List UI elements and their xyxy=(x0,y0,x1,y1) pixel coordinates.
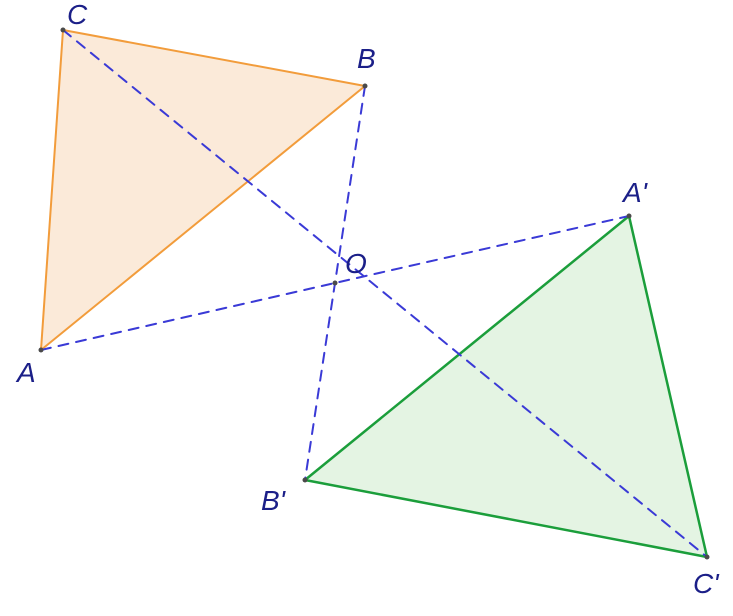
geometry-diagram: A B C O A' B' C' xyxy=(0,0,733,616)
point-a xyxy=(39,348,44,353)
label-b-prime: B' xyxy=(261,485,287,516)
point-cp xyxy=(705,555,710,560)
label-a: A xyxy=(15,357,36,388)
label-o: O xyxy=(345,248,367,279)
label-b: B xyxy=(357,43,376,74)
triangle-abc xyxy=(41,30,365,350)
point-o xyxy=(333,281,338,286)
point-c xyxy=(61,28,66,33)
point-bp xyxy=(303,478,308,483)
label-c-prime: C' xyxy=(693,568,720,599)
point-ap xyxy=(627,214,632,219)
label-c: C xyxy=(67,0,88,30)
point-b xyxy=(363,84,368,89)
label-a-prime: A' xyxy=(621,177,649,208)
